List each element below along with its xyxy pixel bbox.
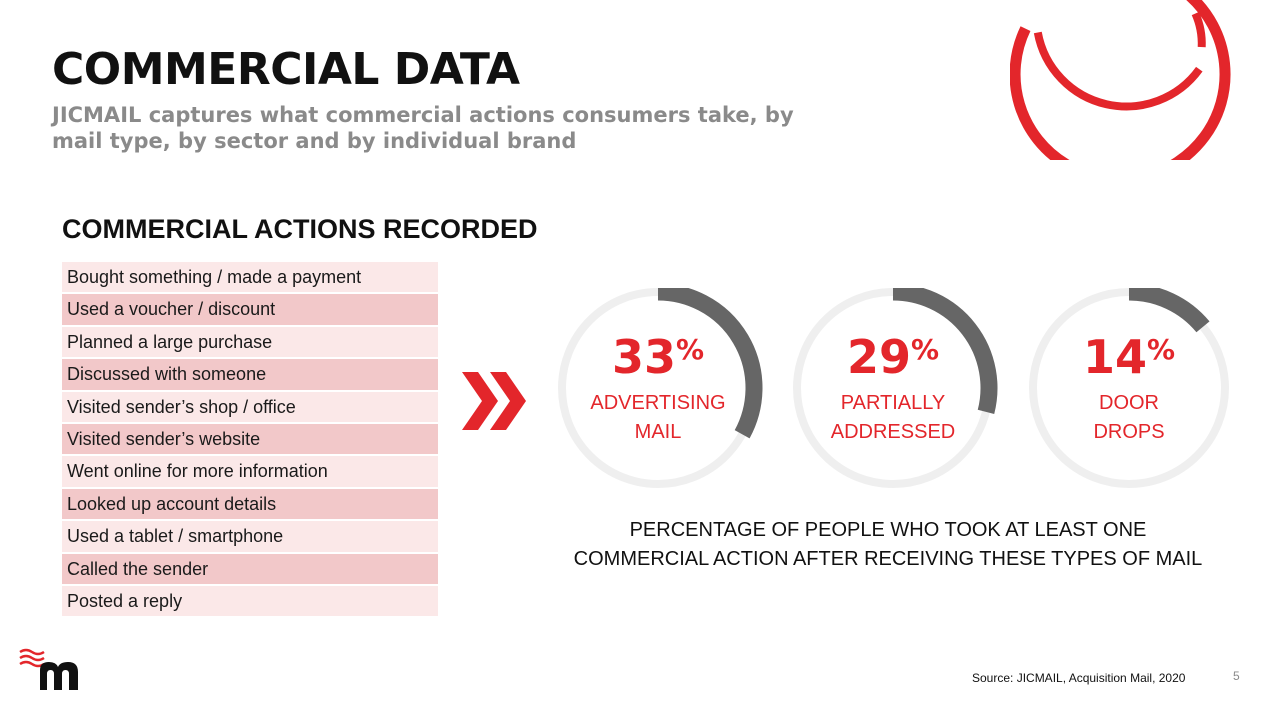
percent-sign: % (675, 333, 705, 366)
stat-value: 29% (793, 326, 993, 381)
stat-label-line2: DROPS (1093, 421, 1165, 443)
progress-ring (558, 288, 763, 488)
stat-label: ADVERTISING MAIL (558, 389, 758, 447)
stat-label-line1: PARTIALLY (840, 392, 946, 414)
list-item: Visited sender’s shop / office (62, 391, 438, 422)
list-item: Used a voucher / discount (62, 294, 438, 325)
list-item: Called the sender (62, 553, 438, 584)
source-note: Source: JICMAIL, Acquisition Mail, 2020 (972, 671, 1186, 685)
list-item: Looked up account details (62, 488, 438, 520)
list-item: Went online for more information (62, 456, 438, 487)
ring-fill (657, 288, 763, 439)
list-item: Visited sender’s website (62, 423, 438, 455)
list-item: Bought something / made a payment (62, 262, 438, 293)
concentric-rings-logo (1010, 0, 1231, 160)
actions-heading: COMMERCIAL ACTIONS RECORDED (62, 214, 538, 244)
stat-label-line2: MAIL (634, 421, 682, 443)
stat-partially-addressed: 29% PARTIALLY ADDRESSED (793, 288, 1003, 488)
stat-number: 33 (611, 330, 676, 384)
double-chevron-right-icon (462, 372, 526, 430)
page-number: 5 (1233, 669, 1240, 683)
stat-number: 14 (1082, 330, 1147, 384)
stat-number: 29 (846, 330, 911, 384)
stat-advertising-mail: 33% ADVERTISING MAIL (558, 288, 768, 488)
stats-caption: PERCENTAGE OF PEOPLE WHO TOOK AT LEAST O… (570, 516, 1206, 574)
ring-fill (1128, 288, 1210, 333)
jicmail-m-logo (19, 648, 78, 690)
stat-label-line1: DOOR (1099, 392, 1159, 414)
page-title: COMMERCIAL DATA (52, 44, 520, 95)
caption-line2: COMMERCIAL ACTION AFTER RECEIVING THESE … (573, 548, 1203, 570)
list-item: Used a tablet / smartphone (62, 521, 438, 552)
caption-line1: PERCENTAGE OF PEOPLE WHO TOOK AT LEAST O… (629, 519, 1147, 541)
list-item: Planned a large purchase (62, 326, 438, 358)
percent-sign: % (1146, 333, 1176, 366)
list-item: Discussed with someone (62, 359, 438, 390)
stat-value: 33% (558, 326, 758, 381)
stat-label-line1: ADVERTISING (590, 392, 726, 414)
progress-ring (793, 288, 998, 488)
stat-label-line2: ADDRESSED (830, 421, 956, 443)
stat-label: PARTIALLY ADDRESSED (793, 389, 993, 447)
percent-sign: % (910, 333, 940, 366)
stat-label: DOOR DROPS (1029, 389, 1229, 447)
page-subtitle: JICMAIL captures what commercial actions… (52, 103, 794, 153)
progress-ring (1029, 288, 1229, 488)
list-item: Posted a reply (62, 585, 438, 617)
actions-list: Bought something / made a payment Used a… (62, 262, 438, 618)
ring-fill (892, 288, 998, 414)
stat-door-drops: 14% DOOR DROPS (1029, 288, 1239, 488)
stat-value: 14% (1029, 326, 1229, 381)
